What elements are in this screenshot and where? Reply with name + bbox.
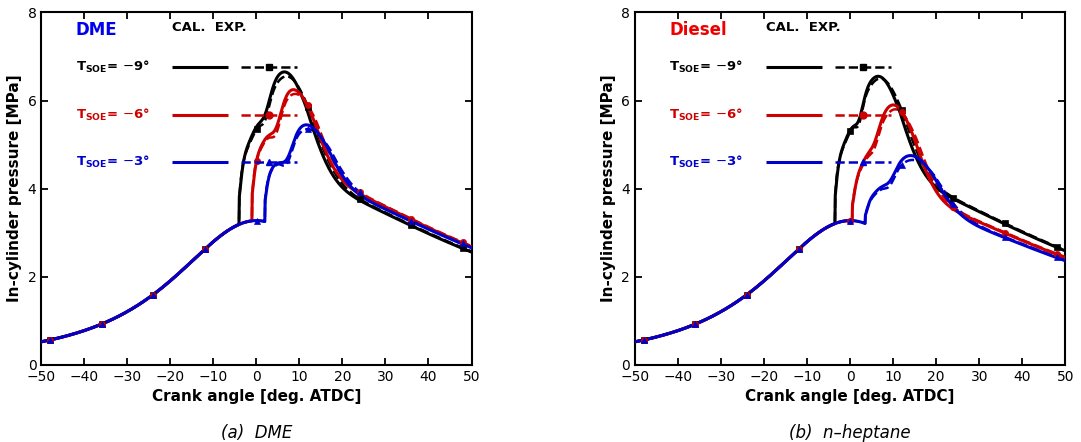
Y-axis label: In-cylinder pressure [MPa]: In-cylinder pressure [MPa] <box>6 75 22 302</box>
Y-axis label: In-cylinder pressure [MPa]: In-cylinder pressure [MPa] <box>601 75 616 302</box>
Text: T$_{\mathregular{SOE}}$= $-$6°: T$_{\mathregular{SOE}}$= $-$6° <box>669 107 744 122</box>
X-axis label: Crank angle [deg. ATDC]: Crank angle [deg. ATDC] <box>151 389 361 404</box>
Text: T$_{\mathregular{SOE}}$= $-$3°: T$_{\mathregular{SOE}}$= $-$3° <box>76 154 149 170</box>
Text: T$_{\mathregular{SOE}}$= $-$6°: T$_{\mathregular{SOE}}$= $-$6° <box>76 107 149 122</box>
Text: (b)  n–heptane: (b) n–heptane <box>789 423 911 442</box>
Text: CAL.  EXP.: CAL. EXP. <box>766 21 841 34</box>
X-axis label: Crank angle [deg. ATDC]: Crank angle [deg. ATDC] <box>746 389 955 404</box>
Text: T$_{\mathregular{SOE}}$= $-$9°: T$_{\mathregular{SOE}}$= $-$9° <box>76 59 149 75</box>
Text: CAL.  EXP.: CAL. EXP. <box>173 21 248 34</box>
Text: T$_{\mathregular{SOE}}$= $-$9°: T$_{\mathregular{SOE}}$= $-$9° <box>669 59 744 75</box>
Text: T$_{\mathregular{SOE}}$= $-$3°: T$_{\mathregular{SOE}}$= $-$3° <box>669 154 744 170</box>
Text: DME: DME <box>76 21 117 39</box>
Text: Diesel: Diesel <box>669 21 728 39</box>
Text: (a)  DME: (a) DME <box>221 423 292 442</box>
